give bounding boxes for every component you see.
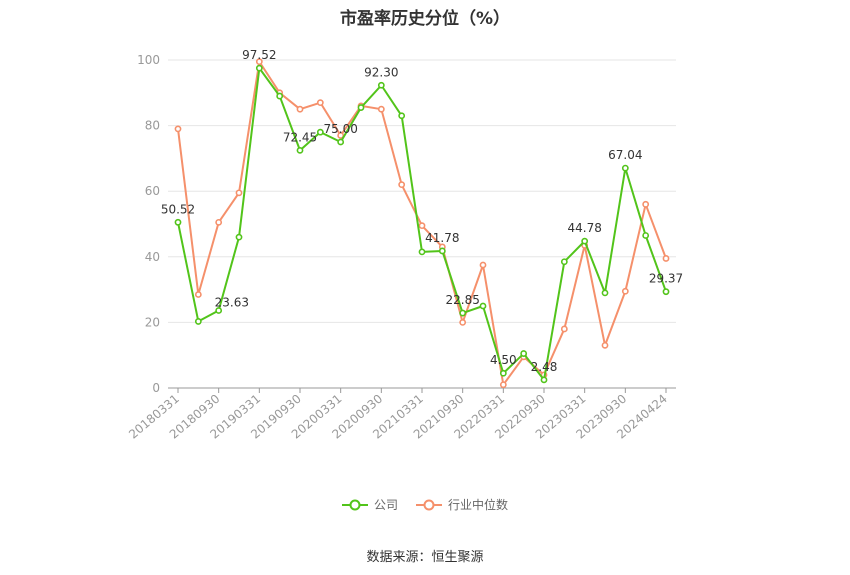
- data-point-industry-median: [296, 105, 304, 113]
- legend-label-company: 公司: [373, 498, 398, 512]
- data-label: 67.04: [608, 148, 642, 162]
- data-point-company: [337, 138, 345, 146]
- data-label: 41.78: [425, 231, 459, 245]
- data-point-industry-median: [235, 189, 243, 197]
- data-point-industry-median: [377, 105, 385, 113]
- y-tick-label: 0: [152, 381, 160, 395]
- legend: 公司 行业中位数: [0, 496, 850, 513]
- data-point-industry-median: [479, 261, 487, 269]
- data-point-company: [174, 218, 182, 226]
- data-point-industry-median: [337, 132, 345, 139]
- data-point-company: [215, 307, 223, 314]
- data-point-industry-median: [255, 58, 263, 66]
- legend-item-industry-median[interactable]: 行业中位数: [416, 496, 508, 513]
- data-point-company: [255, 64, 263, 72]
- data-point-industry-median: [499, 381, 507, 389]
- y-tick-label: 20: [145, 315, 160, 329]
- data-label: 50.52: [161, 202, 195, 216]
- data-point-industry-median: [398, 181, 406, 189]
- data-point-industry-median: [194, 291, 202, 298]
- data-point-company: [418, 248, 426, 256]
- data-point-industry-median: [621, 287, 629, 295]
- data-point-company: [642, 232, 650, 239]
- data-point-company: [316, 128, 324, 136]
- y-tick-label: 60: [145, 184, 160, 198]
- data-point-company: [235, 233, 243, 241]
- data-label: 72.45: [283, 130, 317, 144]
- data-point-company: [601, 289, 609, 297]
- data-point-industry-median: [215, 218, 223, 226]
- legend-item-company[interactable]: 公司: [341, 496, 398, 513]
- data-point-industry-median: [560, 325, 568, 333]
- data-point-company: [459, 309, 467, 317]
- data-label: 97.52: [242, 48, 276, 62]
- data-point-industry-median: [601, 341, 609, 349]
- data-point-company: [296, 146, 304, 154]
- data-point-company: [499, 369, 507, 377]
- data-label: 4.50: [490, 353, 517, 367]
- data-source-note: 数据来源：恒生聚源: [366, 550, 484, 565]
- y-tick-label: 80: [145, 119, 160, 133]
- series-layer: [174, 58, 670, 389]
- data-point-company: [479, 302, 487, 310]
- data-label: 2.48: [531, 360, 558, 374]
- data-point-industry-median: [459, 318, 467, 326]
- data-label: 44.78: [567, 221, 601, 235]
- data-point-company: [398, 112, 406, 120]
- legend-label-industry-median: 行业中位数: [448, 498, 509, 512]
- data-point-company: [357, 104, 365, 111]
- data-point-company: [621, 164, 629, 172]
- chart-title: 市盈率历史分位（%）: [339, 9, 511, 29]
- data-point-industry-median: [642, 200, 650, 208]
- data-point-industry-median: [174, 125, 182, 133]
- data-label: 23.63: [215, 295, 249, 309]
- data-point-industry-median: [316, 99, 324, 107]
- data-point-company: [438, 247, 446, 255]
- data-point-company: [377, 81, 385, 89]
- data-point-company: [194, 318, 202, 325]
- legend-industry-marker-icon: [416, 499, 442, 510]
- data-point-industry-median: [418, 222, 426, 230]
- data-point-company: [520, 350, 528, 357]
- data-point-company: [560, 258, 568, 266]
- legend-company-marker-icon: [341, 499, 368, 510]
- data-label: 92.30: [364, 65, 398, 79]
- data-point-company: [662, 288, 670, 296]
- data-label: 22.85: [445, 293, 479, 307]
- data-label: 29.37: [649, 272, 683, 286]
- data-point-company: [276, 92, 284, 100]
- data-point-industry-median: [662, 255, 670, 262]
- data-label-layer: 50.52 23.63 97.52 72.45 75.00 92.30 41.78 22.85…: [161, 48, 683, 374]
- data-point-company: [581, 237, 589, 245]
- y-tick-label: 40: [145, 250, 160, 264]
- data-label: 75.00: [323, 122, 357, 136]
- data-point-company: [540, 376, 548, 384]
- y-tick-label: 100: [137, 53, 160, 67]
